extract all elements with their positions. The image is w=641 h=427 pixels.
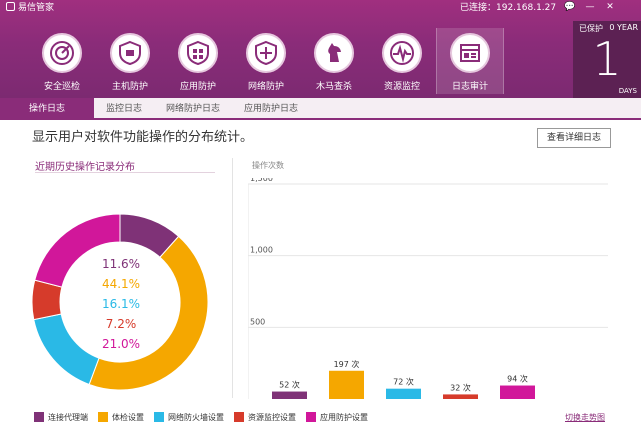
app-title-text: 易信管家: [18, 3, 55, 13]
tab-operation-log[interactable]: 操作日志: [0, 98, 94, 120]
app-title: 易信管家: [6, 2, 54, 14]
bar-value-label-0: 52 次: [279, 380, 300, 390]
donut-chart: [31, 213, 209, 391]
network-shield-icon: [246, 33, 286, 73]
legend: 连接代理端 体检设置 网络防火墙设置 资源监控设置 应用防护设置: [34, 411, 368, 423]
minimize-button[interactable]: —: [585, 2, 595, 12]
legend-swatch-1: [98, 412, 108, 422]
legend-item: 网络防火墙设置: [154, 411, 224, 423]
header: 易信管家 已连接：192.168.1.27 💬 — ✕ 安全巡检 主机防护 应用…: [0, 0, 641, 98]
history-title: 近期历史操作记录分布: [35, 162, 135, 173]
legend-label: 资源监控设置: [248, 412, 296, 422]
message-icon[interactable]: 💬: [564, 2, 576, 12]
legend-swatch-2: [154, 412, 164, 422]
bar-value-label-1: 197 次: [334, 359, 360, 369]
legend-item: 体检设置: [98, 411, 144, 423]
log-icon: [450, 33, 490, 73]
app-shield-icon: [178, 33, 218, 73]
nav-app-protect[interactable]: 应用防护: [164, 28, 232, 94]
nav-label: 主机防护: [111, 82, 148, 92]
pct-label-0: 11.6%: [101, 257, 141, 271]
legend-swatch-3: [234, 412, 244, 422]
protect-days-count: 1: [592, 32, 622, 86]
protect-label: 已保护: [579, 24, 603, 33]
pulse-icon: [382, 33, 422, 73]
shield-icon: [110, 33, 150, 73]
bar-value-label-4: 94 次: [507, 374, 528, 384]
bar-value-label-2: 72 次: [393, 377, 414, 387]
horse-icon: [314, 33, 354, 73]
radar-icon: [42, 33, 82, 73]
nav-label: 木马查杀: [315, 82, 352, 92]
nav-trojan-scan[interactable]: 木马查杀: [300, 28, 368, 94]
legend-swatch-4: [306, 412, 316, 422]
nav-log-audit[interactable]: 日志审计: [436, 28, 504, 94]
protect-days-unit: DAYS: [618, 87, 637, 95]
tab-monitor-log[interactable]: 监控日志: [106, 104, 143, 114]
bar-4: [500, 385, 535, 399]
legend-item: 资源监控设置: [234, 411, 296, 423]
legend-label: 体检设置: [112, 412, 144, 422]
nav-network-protect[interactable]: 网络防护: [232, 28, 300, 94]
legend-item: 连接代理端: [34, 411, 88, 423]
section-divider: [232, 158, 233, 398]
view-detail-log-button[interactable]: 查看详细日志: [537, 128, 611, 148]
nav-label: 应用防护: [179, 82, 216, 92]
legend-label: 网络防火墙设置: [168, 412, 224, 422]
pct-label-1: 44.1%: [101, 277, 141, 291]
window-controls: 💬 — ✕: [560, 0, 620, 14]
nav-label: 日志审计: [451, 82, 488, 92]
legend-item: 应用防护设置: [306, 411, 368, 423]
nav-label: 安全巡检: [43, 82, 80, 92]
tab-network-protect-log[interactable]: 网络防护日志: [166, 104, 221, 114]
donut-slice-4: [34, 213, 121, 288]
pct-label-2: 16.1%: [101, 297, 141, 311]
pct-label-3: 7.2%: [105, 317, 137, 331]
main-nav: 安全巡检 主机防护 应用防护 网络防护 木马查杀: [28, 28, 504, 94]
y-tick-label: 500: [250, 317, 265, 326]
y-tick-label: 1,000: [250, 246, 273, 255]
bar-chart: 500 1,000 1,500 52 次 197 次 72 次 32 次 94 次: [248, 178, 608, 399]
nav-security-scan[interactable]: 安全巡检: [28, 28, 96, 94]
connection-status: 已连接：192.168.1.27: [460, 3, 557, 13]
nav-label: 资源监控: [383, 82, 420, 92]
bar-value-label-3: 32 次: [450, 382, 471, 392]
protect-years: 0 YEAR: [609, 23, 638, 32]
legend-label: 连接代理端: [48, 412, 88, 422]
legend-swatch-0: [34, 412, 44, 422]
tab-app-protect-log[interactable]: 应用防护日志: [244, 104, 299, 114]
page-title: 显示用户对软件功能操作的分布统计。: [32, 130, 254, 145]
app-logo-icon: [6, 2, 15, 11]
switch-trend-link[interactable]: 切换走势图: [565, 413, 605, 422]
bar-0: [272, 391, 307, 399]
bar-3: [443, 394, 478, 399]
protection-days-panel: 已保护 0 YEAR 1 DAYS: [573, 21, 641, 98]
percentage-list: 11.6% 44.1% 16.1% 7.2% 21.0%: [96, 254, 146, 354]
nav-resource-monitor[interactable]: 资源监控: [368, 28, 436, 94]
nav-host-protect[interactable]: 主机防护: [96, 28, 164, 94]
legend-label: 应用防护设置: [320, 412, 368, 422]
sub-tabs: 操作日志 监控日志 网络防护日志 应用防护日志: [0, 98, 641, 120]
close-button[interactable]: ✕: [606, 2, 614, 12]
donut-slice-2: [33, 313, 100, 386]
y-axis-label: 操作次数: [252, 161, 284, 170]
donut-slice-1: [88, 235, 209, 391]
bar-2: [386, 388, 421, 399]
history-title-underline: [35, 172, 215, 173]
bar-1: [329, 370, 364, 399]
y-tick-label: 1,500: [250, 178, 273, 183]
nav-label: 网络防护: [247, 82, 284, 92]
pct-label-4: 21.0%: [101, 337, 141, 351]
